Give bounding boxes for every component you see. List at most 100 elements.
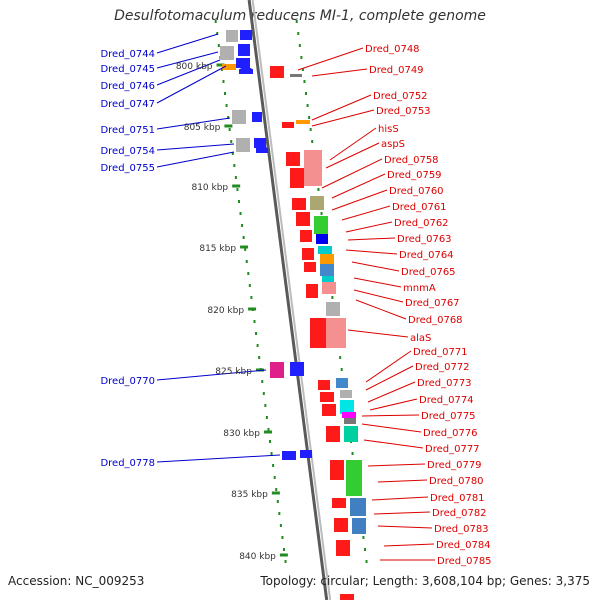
outer-track-dot [351,452,354,455]
kbp-tick-label: 825 kbp [215,367,252,377]
kbp-tick-mark [224,124,233,128]
outer-track-dot [309,128,312,131]
right-feature [326,318,346,348]
kbp-tick-mark [255,368,264,372]
inner-track-dot [239,212,242,215]
inner-track-dot [250,296,253,299]
inner-track-dot [224,92,227,95]
inner-track-dot [261,380,264,383]
kbp-tick-mark [216,63,225,67]
right-leader-line [341,205,391,221]
left-gene-label: Dred_0747 [100,99,155,110]
right-leader-line [355,299,407,320]
inner-track-dot [247,272,250,275]
outer-track-dot [306,104,309,107]
backbone-dark [247,0,329,600]
kbp-tick-label: 830 kbp [223,429,260,439]
right-leader-line [353,289,404,303]
inner-track-dot [244,248,247,251]
right-feature [314,216,328,234]
inner-track-dot [242,236,245,239]
left-leader-line [156,151,235,168]
right-feature [336,540,350,556]
right-gene-label: Dred_0782 [432,508,487,519]
outer-track-dot [340,368,343,371]
right-feature [350,498,366,516]
right-feature [334,518,348,532]
inner-track-dot [231,152,234,155]
right-gene-label: mnmA [403,283,436,294]
right-feature [316,234,328,244]
right-feature [296,212,310,226]
inner-track-dot [241,224,244,227]
left-leader-line [156,117,231,130]
right-gene-label: Dred_0758 [384,155,439,166]
left-gene-label: Dred_0751 [100,125,155,136]
right-leader-line [353,277,402,288]
inner-track-dot [245,260,248,263]
right-feature [320,264,334,276]
inner-track-dot [234,176,237,179]
right-feature [322,404,336,416]
left-feature [270,362,284,378]
right-leader-line [365,365,414,391]
left-feature [236,138,250,152]
right-leader-line [383,543,435,547]
left-gene-label: Dred_0755 [100,163,155,174]
kbp-tick-mark [271,491,280,495]
right-leader-line [371,496,429,501]
right-gene-label: Dred_0774 [419,395,474,406]
left-feature [220,46,234,60]
left-leader-line [156,59,221,86]
left-feature [236,58,250,68]
outer-track-dot [295,20,298,23]
inner-track-dot [236,188,239,191]
right-leader-line [345,249,398,255]
right-gene-label: alaS [410,333,431,344]
right-leader-line [297,47,364,71]
right-feature [310,318,326,348]
outer-track-dot [339,356,342,359]
right-feature [306,284,318,298]
kbp-tick-label: 840 kbp [239,552,276,562]
right-leader-line [377,525,433,529]
right-gene-label: Dred_0748 [365,44,420,55]
outer-track-dot [305,92,308,95]
outer-track-dot [320,212,323,215]
inner-track-dot [228,128,231,131]
backbone-light [251,0,332,600]
inner-track-dot [262,392,265,395]
inner-track-dot [222,80,225,83]
inner-track-dot [217,44,220,47]
left-feature [232,110,246,124]
right-feature [346,460,362,496]
inner-track-dot [279,524,282,527]
right-gene-label: Dred_0764 [399,250,454,261]
right-leader-line [331,173,386,199]
left-gene-label: Dred_0754 [100,146,155,157]
right-feature [336,378,348,388]
outer-track-dot [297,32,300,35]
left-feature [240,30,252,40]
left-gene-label: Dred_0778 [100,458,155,469]
kbp-tick-label: 835 kbp [231,490,268,500]
left-leader-line [156,369,267,381]
topology-text: Topology: circular; Length: 3,608,104 bp… [260,574,590,588]
right-gene-label: aspS [381,139,405,150]
right-feature [326,426,340,442]
right-feature [292,198,306,210]
left-feature [239,66,253,74]
right-gene-label: Dred_0763 [397,234,452,245]
right-leader-line [367,381,416,403]
left-gene-label: Dred_0744 [100,49,155,60]
kbp-tick-label: 810 kbp [191,183,228,193]
right-leader-line [361,414,420,417]
right-gene-label: Dred_0779 [427,460,482,471]
right-feature [340,400,354,414]
inner-track-dot [270,452,273,455]
left-feature [290,362,304,376]
right-leader-line [311,68,368,77]
inner-track-dot [230,140,233,143]
right-feature [304,262,316,272]
right-feature [290,168,304,188]
